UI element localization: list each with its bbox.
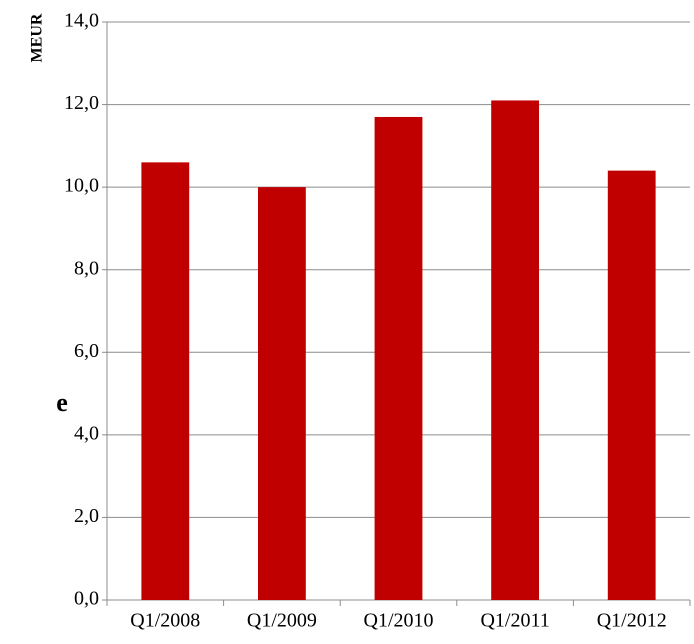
bar bbox=[257, 187, 306, 600]
y-tick-label: 10,0 bbox=[64, 175, 99, 197]
y-tick-label: 8,0 bbox=[74, 257, 99, 279]
bar bbox=[374, 116, 423, 600]
y-tick-label: 4,0 bbox=[74, 422, 99, 444]
bar bbox=[607, 170, 656, 600]
x-tick-label: Q1/2009 bbox=[247, 610, 317, 632]
annotation: e bbox=[56, 388, 68, 417]
y-tick-label: 12,0 bbox=[64, 92, 99, 114]
y-axis-label: MEUR bbox=[29, 13, 46, 62]
x-tick-label: Q1/2012 bbox=[597, 610, 667, 632]
y-tick-label: 6,0 bbox=[74, 340, 99, 362]
bar bbox=[491, 100, 540, 600]
x-tick-label: Q1/2008 bbox=[130, 610, 200, 632]
y-tick-label: 2,0 bbox=[74, 505, 99, 527]
y-tick-label: 0,0 bbox=[74, 588, 99, 610]
bar bbox=[141, 162, 190, 600]
y-tick-label: 14,0 bbox=[64, 10, 99, 32]
x-tick-label: Q1/2010 bbox=[364, 610, 434, 632]
x-tick-label: Q1/2011 bbox=[480, 610, 549, 632]
